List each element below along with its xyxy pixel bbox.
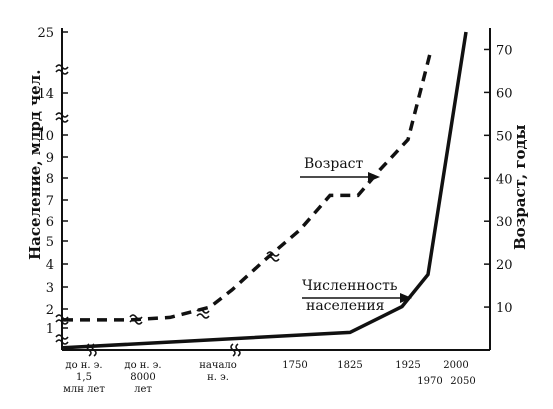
left-tick-label: 2 [46,303,54,318]
population-annotation-line1: Численность [302,278,398,294]
break-mark [55,339,69,345]
annotations: Возраст Численность населения [300,156,412,314]
x-tick-label: 1970 [417,376,442,387]
left-axis-label: Население, млрд чел. [26,70,44,260]
x-tick-label: начало н. э. [199,360,237,383]
left-tick-label: 7 [46,194,54,209]
left-tick-label: 10 [37,129,54,144]
break-mark [55,334,69,340]
x-axis-ticks: до н. э. 1,5 млн лет до н. э. 8000 лет начало н… [63,360,476,395]
right-axis-ticks: 10 20 30 40 50 60 70 [484,43,513,316]
right-tick-label: 10 [496,301,513,316]
age-series-line [63,53,432,322]
left-tick-label: 3 [46,281,54,296]
x-tick-label: 2050 [450,376,475,387]
right-axis-label: Возраст, годы [511,124,529,250]
series [62,31,468,350]
break-mark [230,343,236,357]
right-tick-label: 60 [496,86,513,101]
break-mark [55,117,69,123]
break-mark [55,69,69,75]
x-tick-label: до н. э. 8000 лет [124,360,161,395]
right-tick-label: 70 [496,43,513,58]
left-tick-label: 25 [37,26,54,41]
x-tick-label: до н. э. 1,5 млн лет [63,360,105,395]
x-tick-label: 2000 [443,360,468,371]
population-annotation-line2: населения [306,298,385,314]
break-mark [55,112,69,118]
left-tick-label: 9 [46,151,54,166]
left-axis-ticks: 1 2 3 4 5 6 7 8 9 10 14 25 [37,26,68,337]
left-tick-label: 4 [46,258,54,273]
left-tick-label: 5 [46,235,54,250]
right-tick-label: 50 [496,129,513,144]
x-tick-label: 1925 [395,360,420,371]
break-mark [196,313,210,319]
right-tick-label: 20 [496,258,513,273]
age-annotation: Возраст [304,156,364,172]
break-mark [55,319,69,325]
x-tick-label: 1825 [337,360,362,371]
right-tick-label: 40 [496,172,513,187]
x-tick-label: 1750 [282,360,307,371]
age-arrow-head [368,172,380,182]
population-arrow-head [400,293,412,303]
right-tick-label: 30 [496,215,513,230]
left-tick-label: 6 [46,215,54,230]
left-tick-label: 8 [46,172,54,187]
break-mark [235,343,241,357]
axes [61,28,491,351]
axis-break-marks [55,64,280,357]
left-tick-label: 14 [37,87,54,102]
population-series-line [62,31,468,350]
left-tick-label: 1 [46,322,54,337]
break-mark [55,64,69,70]
